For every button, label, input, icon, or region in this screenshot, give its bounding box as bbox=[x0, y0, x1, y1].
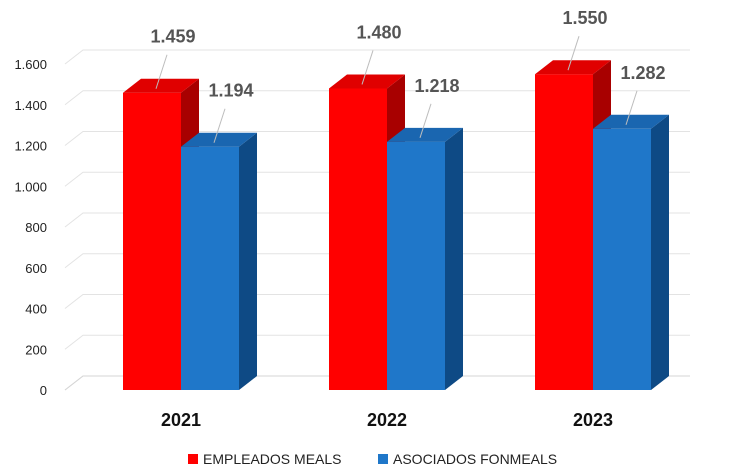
bar-2022-asociados bbox=[387, 127, 463, 391]
bar-front bbox=[329, 88, 387, 390]
bar-top bbox=[593, 114, 669, 129]
bar-side bbox=[445, 127, 463, 391]
bar-top bbox=[123, 78, 199, 93]
leader-line bbox=[567, 36, 580, 71]
data-label: 1.194 bbox=[208, 81, 253, 101]
bar-side bbox=[239, 132, 257, 390]
data-label: 1.218 bbox=[414, 76, 459, 96]
bar-2021-asociados bbox=[181, 132, 257, 390]
leader-line bbox=[419, 103, 432, 138]
x-tick-label: 2023 bbox=[573, 410, 613, 430]
gridline bbox=[64, 131, 690, 146]
y-tick-label: 1.000 bbox=[14, 179, 47, 194]
bar-2023-asociados bbox=[593, 114, 669, 391]
legend-label: ASOCIADOS FONMEALS bbox=[393, 451, 557, 465]
leader-line bbox=[213, 108, 226, 143]
bar-top bbox=[181, 132, 257, 147]
legend: EMPLEADOS MEALS ASOCIADOS FONMEALS bbox=[188, 451, 557, 465]
bar-top bbox=[329, 74, 405, 89]
bar-top bbox=[387, 127, 463, 142]
y-tick-label: 600 bbox=[25, 261, 47, 276]
gridline bbox=[64, 212, 690, 228]
bar-front bbox=[535, 74, 593, 390]
legend-item-empleados: EMPLEADOS MEALS bbox=[188, 451, 342, 465]
y-tick-label: 1.400 bbox=[14, 98, 47, 113]
y-tick-label: 800 bbox=[25, 220, 47, 235]
gridline bbox=[64, 90, 690, 106]
legend-item-asociados: ASOCIADOS FONMEALS bbox=[378, 451, 557, 465]
y-tick-label: 200 bbox=[25, 342, 47, 357]
y-tick-label: 0 bbox=[40, 383, 47, 398]
bar-top bbox=[535, 60, 611, 75]
gridline bbox=[64, 334, 690, 350]
bar-side bbox=[651, 114, 669, 390]
leader-line bbox=[625, 90, 638, 125]
x-tick-label: 2022 bbox=[367, 410, 407, 430]
leader-line bbox=[155, 54, 168, 89]
legend-swatch bbox=[188, 454, 198, 464]
data-label: 1.550 bbox=[562, 8, 607, 28]
x-tick-label: 2021 bbox=[161, 410, 201, 430]
floor-line bbox=[64, 375, 690, 391]
data-label: 1.282 bbox=[620, 63, 665, 83]
x-axis: 2021 2022 2023 bbox=[161, 410, 613, 430]
gridline bbox=[64, 253, 690, 269]
gridline bbox=[64, 49, 690, 65]
bar-front bbox=[593, 128, 651, 391]
data-label: 1.480 bbox=[356, 22, 401, 42]
y-tick-label: 1.200 bbox=[14, 139, 47, 154]
gridline bbox=[64, 294, 690, 309]
bar-front bbox=[123, 92, 181, 390]
y-axis: 0 200 400 600 800 1.000 1.200 1.400 1.600 bbox=[14, 57, 47, 398]
bar-front bbox=[181, 146, 239, 390]
legend-label: EMPLEADOS MEALS bbox=[203, 451, 342, 465]
data-label: 1.459 bbox=[150, 27, 195, 47]
grid-lines bbox=[64, 49, 690, 391]
leader-line bbox=[361, 50, 374, 85]
y-tick-label: 400 bbox=[25, 302, 47, 317]
bar-front bbox=[387, 141, 445, 390]
bars bbox=[123, 60, 669, 391]
legend-swatch bbox=[378, 454, 388, 464]
y-tick-label: 1.600 bbox=[14, 57, 47, 72]
gridline bbox=[64, 171, 690, 187]
data-labels: 1.459 1.194 1.480 1.218 1.550 1.282 bbox=[150, 8, 666, 143]
